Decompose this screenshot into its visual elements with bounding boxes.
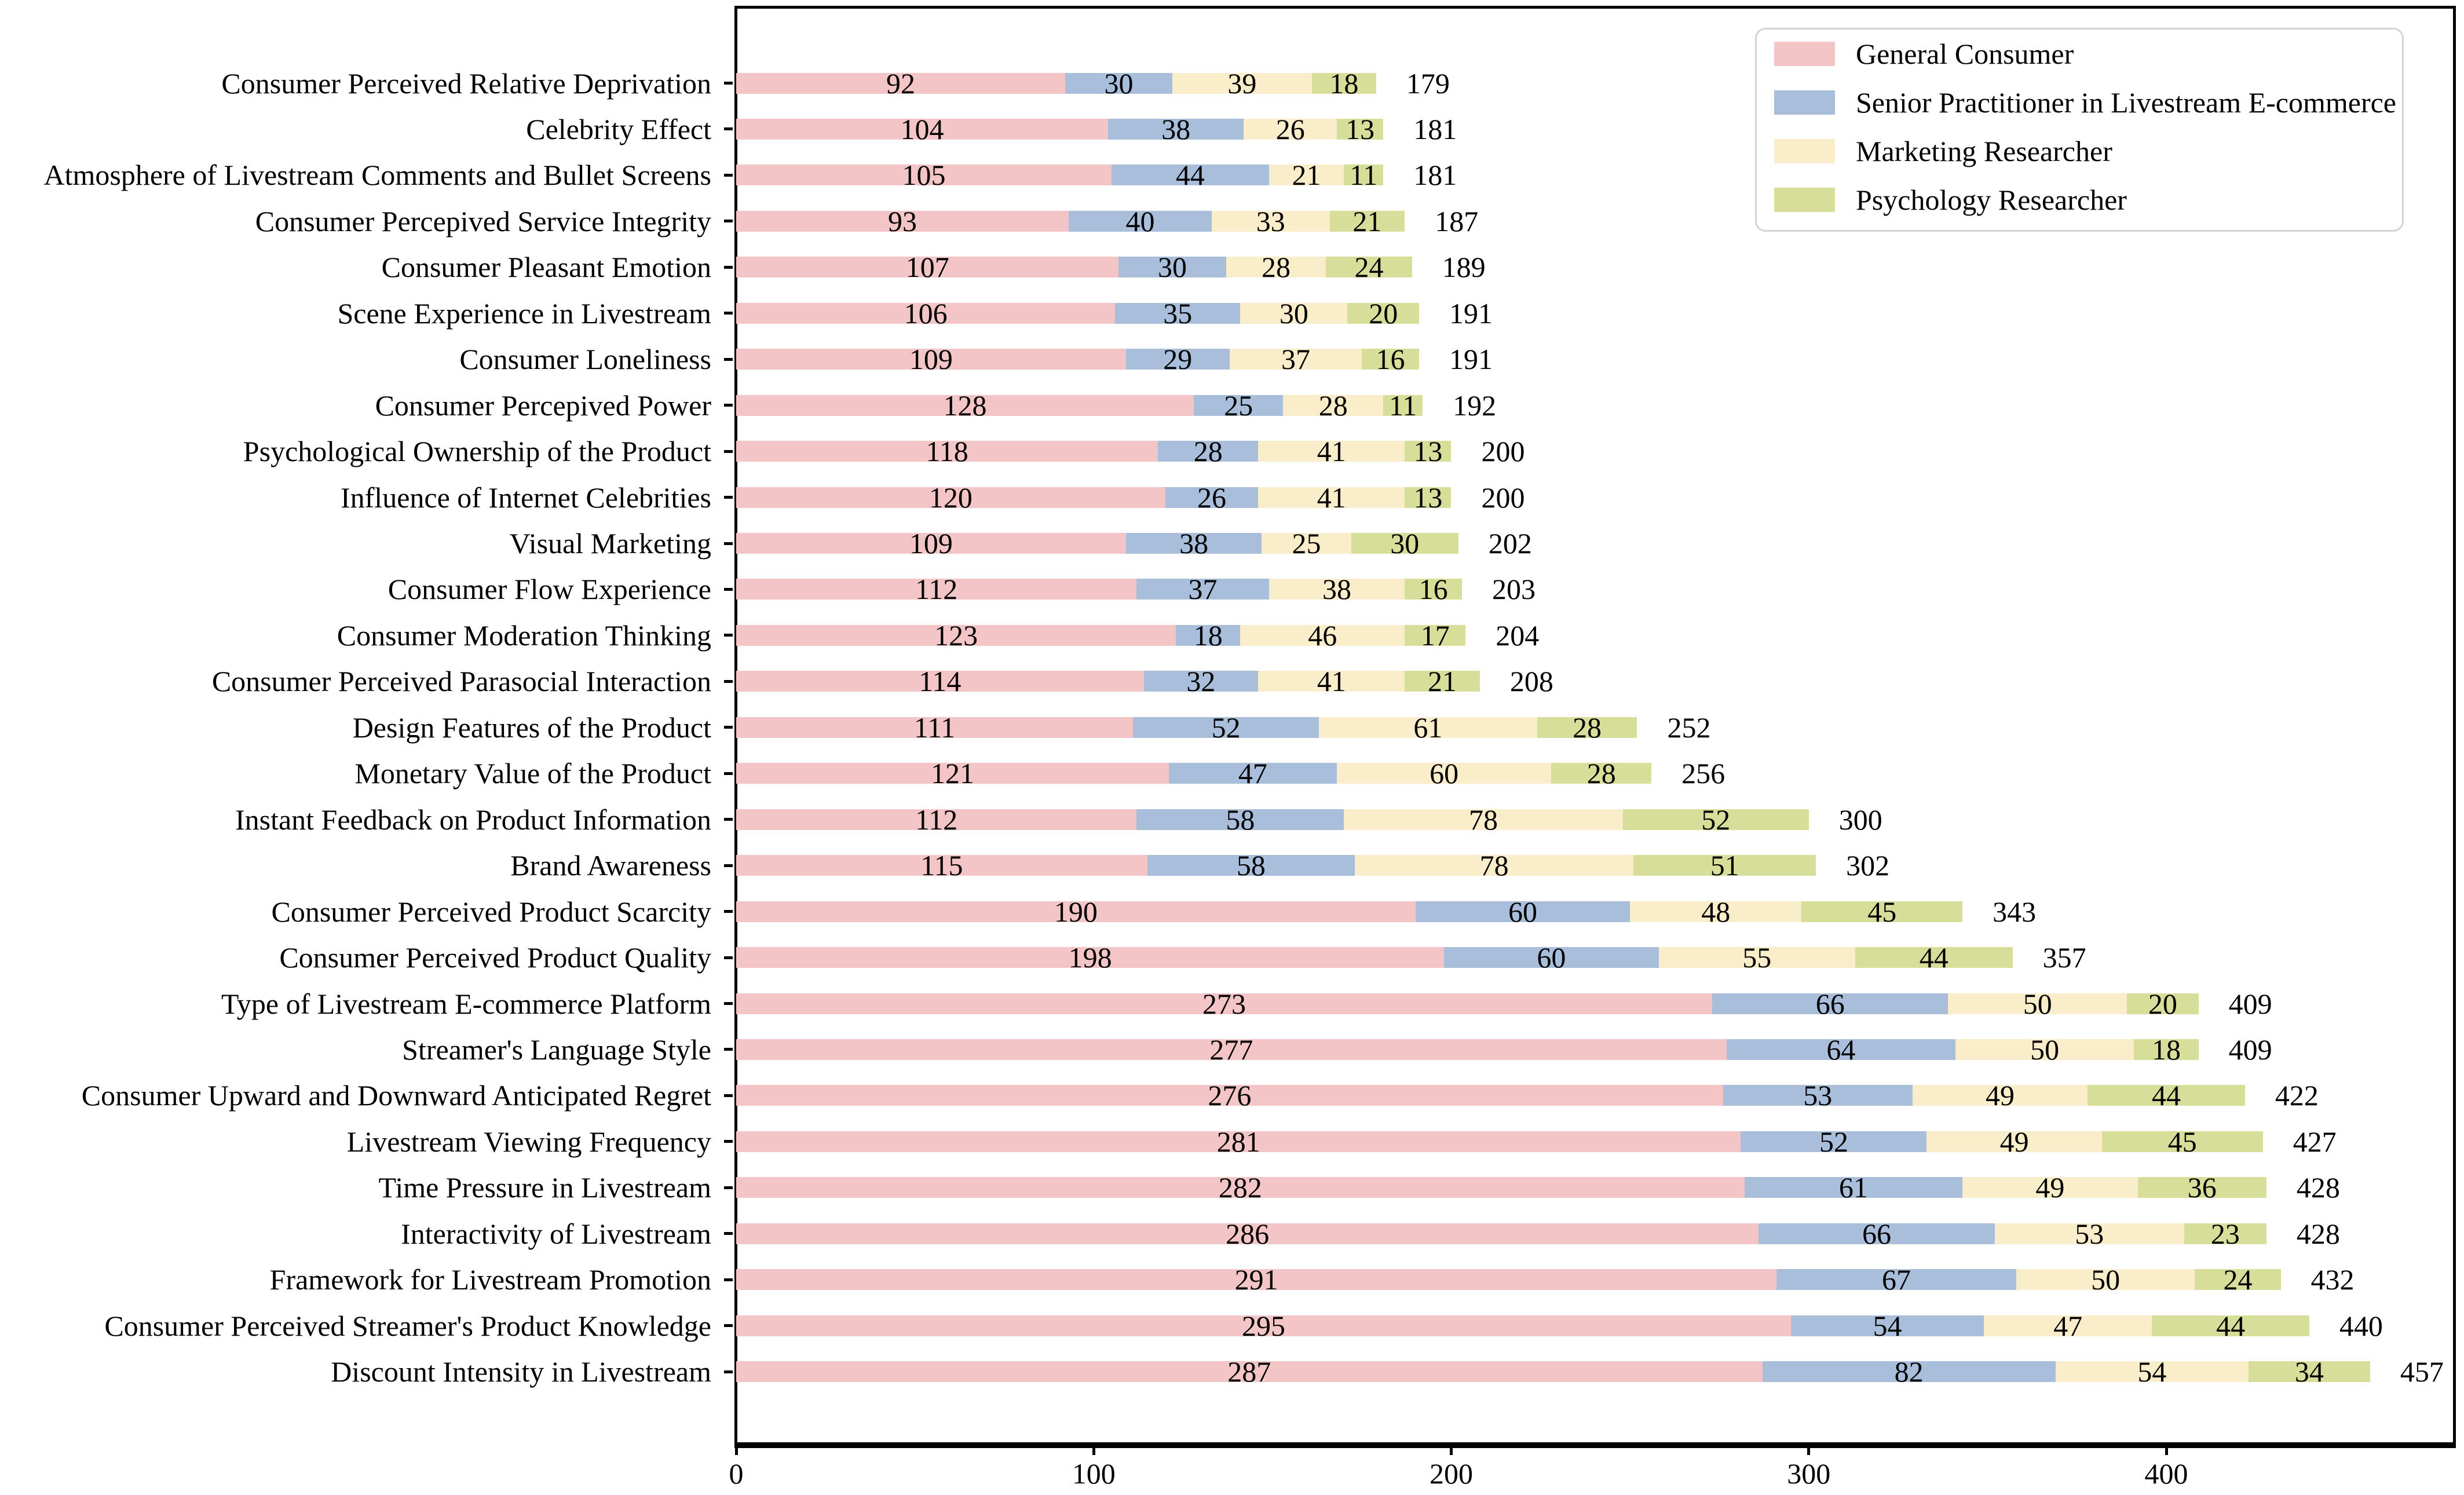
y-axis-label: Psychological Ownership of the Product <box>243 435 711 468</box>
y-axis-label: Consumer Perceived Product Scarcity <box>271 895 711 928</box>
category-tick <box>724 357 733 361</box>
category-tick <box>724 726 733 729</box>
y-axis-label: Design Features of the Product <box>352 711 711 744</box>
category-tick <box>724 1186 733 1189</box>
y-axis-label: Interactivity of Livestream <box>401 1217 711 1250</box>
category-tick <box>724 587 733 591</box>
y-axis-label: Time Pressure in Livestream <box>378 1171 711 1204</box>
y-axis-label: Brand Awareness <box>510 849 711 882</box>
legend-swatch <box>1774 188 1835 212</box>
category-tick <box>724 449 733 453</box>
legend-swatch <box>1774 90 1835 115</box>
legend-swatch <box>1774 42 1835 66</box>
category-tick <box>724 127 733 131</box>
category-tick <box>724 173 733 177</box>
category-tick <box>724 956 733 959</box>
category-tick <box>724 312 733 315</box>
y-axis-label: Consumer Moderation Thinking <box>337 619 711 652</box>
y-axis-label: Consumer Loneliness <box>459 343 711 376</box>
legend-swatch <box>1774 139 1835 163</box>
y-axis-label: Instant Feedback on Product Information <box>235 803 711 836</box>
category-tick <box>724 404 733 407</box>
y-axis-label: Consumer Percepived Power <box>375 389 711 422</box>
category-tick <box>724 818 733 821</box>
x-tick-label: 300 <box>1787 1457 1831 1490</box>
legend-item: Psychology Researcher <box>1774 184 2402 216</box>
y-axis-label: Livestream Viewing Frequency <box>346 1125 711 1158</box>
y-axis-label: Scene Experience in Livestream <box>337 297 711 330</box>
y-axis-label: Celebrity Effect <box>526 112 711 145</box>
y-axis-label: Consumer Percepived Service Integrity <box>255 204 711 237</box>
y-axis-label: Consumer Perceived Parasocial Interactio… <box>211 665 711 698</box>
category-tick <box>724 1048 733 1051</box>
x-tick-label: 0 <box>729 1457 744 1490</box>
legend-item: General Consumer <box>1774 38 2402 70</box>
category-tick <box>724 1278 733 1281</box>
y-axis-label: Discount Intensity in Livestream <box>331 1355 711 1388</box>
y-axis-label: Influence of Internet Celebrities <box>341 481 711 514</box>
category-tick <box>724 1140 733 1143</box>
y-axis-label: Consumer Perceived Product Quality <box>279 941 711 974</box>
x-tick-label: 200 <box>1430 1457 1473 1490</box>
legend-label: Psychology Researcher <box>1856 184 2127 216</box>
legend: General Consumer Senior Practitioner in L… <box>1755 28 2404 232</box>
y-axis-label: Atmosphere of Livestream Comments and Bu… <box>43 159 711 192</box>
y-axis-label: Streamer's Language Style <box>402 1033 711 1066</box>
category-tick <box>724 1094 733 1097</box>
category-tick <box>724 679 733 683</box>
category-tick <box>724 864 733 867</box>
legend-label: General Consumer <box>1856 38 2074 70</box>
category-tick <box>724 496 733 499</box>
y-axis-label: Type of Livestream E-commerce Platform <box>221 987 711 1020</box>
category-tick <box>724 1002 733 1005</box>
category-tick <box>724 1370 733 1373</box>
y-axis-label: Consumer Perceived Streamer's Product Kn… <box>104 1309 711 1342</box>
category-tick <box>724 220 733 223</box>
category-tick <box>724 1232 733 1236</box>
legend-item: Marketing Researcher <box>1774 135 2402 167</box>
x-tick-label: 100 <box>1072 1457 1116 1490</box>
y-axis-label: Consumer Pleasant Emotion <box>381 251 711 284</box>
category-tick <box>724 82 733 85</box>
y-axis-label: Framework for Livestream Promotion <box>269 1263 711 1296</box>
y-axis-label: Monetary Value of the Product <box>354 757 711 790</box>
y-axis-label: Visual Marketing <box>509 527 711 560</box>
category-tick <box>724 634 733 637</box>
category-tick <box>724 542 733 545</box>
legend-item: Senior Practitioner in Livestream E-comm… <box>1774 86 2402 119</box>
category-tick <box>724 265 733 269</box>
category-tick <box>724 910 733 913</box>
legend-label: Marketing Researcher <box>1856 135 2112 167</box>
category-tick <box>724 772 733 775</box>
x-tick-label: 400 <box>2144 1457 2188 1490</box>
y-axis-label: Consumer Flow Experience <box>387 573 711 606</box>
y-axis-label: Consumer Upward and Downward Anticipated… <box>81 1079 711 1112</box>
legend-label: Senior Practitioner in Livestream E-comm… <box>1856 86 2396 119</box>
category-tick <box>724 1324 733 1328</box>
y-axis-label: Consumer Perceived Relative Deprivation <box>221 67 711 100</box>
